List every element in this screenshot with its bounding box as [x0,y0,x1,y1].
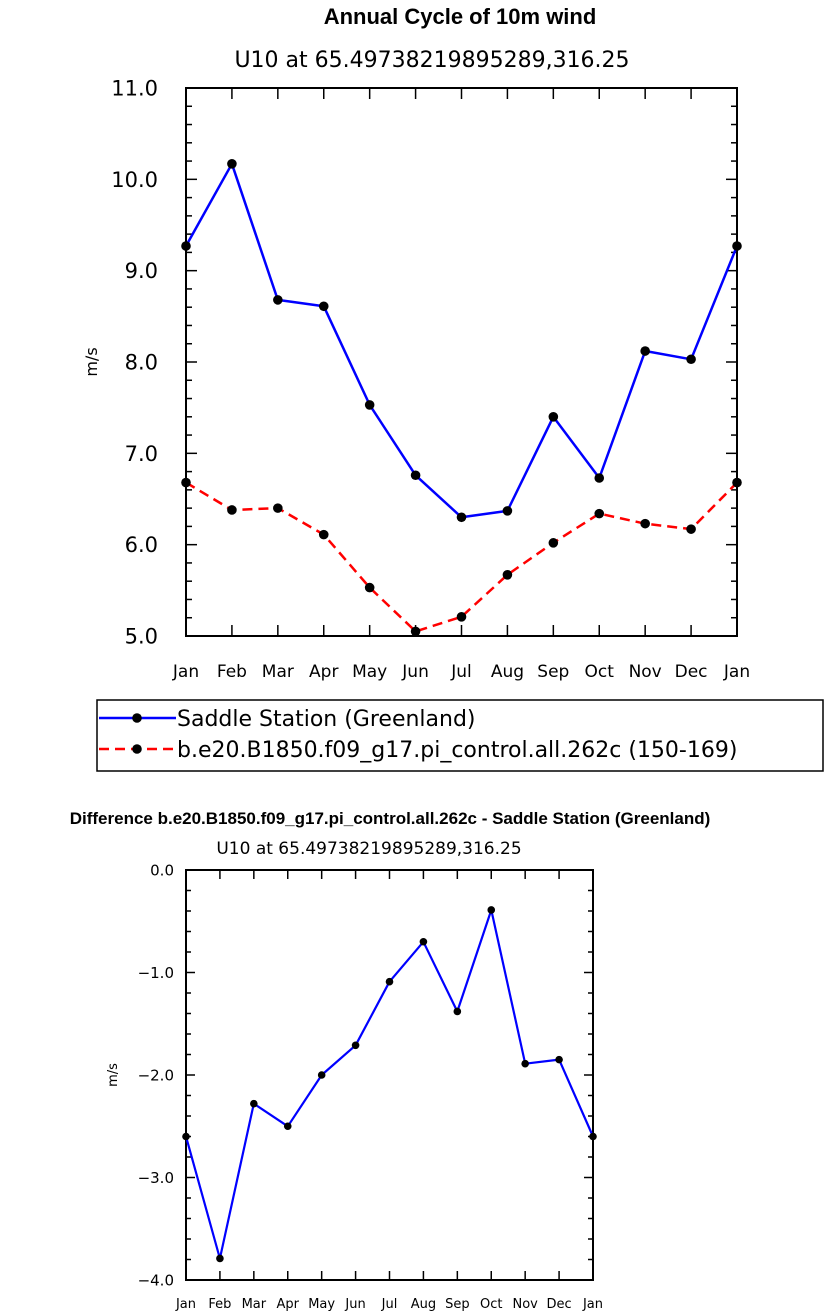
y-axis-label: m/s [82,347,101,376]
data-point [594,508,605,519]
legend-entry-1: b.e20.B1850.f09_g17.pi_control.all.262c … [177,738,737,763]
data-point [521,1059,529,1068]
data-point [273,295,283,305]
x-tick-label: Jan [723,662,750,682]
legend: Saddle Station (Greenland) b.e20.B1850.f0… [96,699,824,772]
x-tick-label: Mar [262,662,294,682]
data-point [686,524,696,534]
y-tick-label: 11.0 [111,77,158,101]
data-point [317,1071,326,1079]
difference-plot-area: −4.0 −3.0 −2.0 −1.0 0.0 Jan Feb Mar Apr May Jun Jul… [138,861,603,1312]
data-point [250,1099,258,1108]
chart-title: Annual Cycle of 10m wind [324,4,597,29]
data-point [732,241,742,251]
y-tick-label: −2.0 [138,1066,174,1084]
y-tick-label: −1.0 [138,964,174,982]
y-tick-label: 10.0 [111,168,158,192]
x-tick-label: Feb [217,662,247,682]
data-point [548,412,559,422]
legend-marker [132,744,142,754]
data-point [453,1007,462,1016]
data-point [732,477,742,488]
data-point [182,1132,190,1141]
data-point [181,477,191,488]
difference-chart-title: Difference b.e20.B1850.f09_g17.pi_contro… [70,809,711,828]
data-point [502,506,513,516]
x-tick-label: Dec [675,662,708,682]
difference-y-axis-label: m/s [106,1063,121,1087]
y-tick-label: 7.0 [125,442,158,466]
data-point [318,301,329,312]
x-tick-label: Aug [491,662,524,682]
x-tick-label: Sep [537,662,569,682]
x-tick-label: Jan [582,1297,603,1312]
data-point [273,503,283,513]
x-tick-label: Oct [480,1297,502,1312]
difference-chart-subtitle: U10 at 65.49738219895289,316.25 [216,839,521,859]
difference-chart: Difference b.e20.B1850.f09_g17.pi_contro… [70,809,711,1312]
x-tick-label: Jul [381,1297,398,1312]
series-line-0 [184,908,595,1260]
chart-subtitle: U10 at 65.49738219895289,316.25 [234,48,629,73]
x-tick-label: Nov [629,662,662,682]
data-point [456,612,467,622]
data-point [487,906,496,914]
data-point [502,570,513,580]
legend-entry-0: Saddle Station (Greenland) [177,707,476,732]
data-point [686,354,696,365]
x-tick-label: Jan [172,662,199,682]
data-point [548,538,559,548]
data-point [589,1132,597,1141]
y-tick-label: 0.0 [150,861,174,879]
x-tick-label: Feb [208,1297,231,1312]
legend-marker [132,713,142,723]
data-point [640,518,650,529]
y-tick-label: −3.0 [138,1169,174,1187]
x-tick-label: Apr [309,662,338,682]
y-tick-label: −4.0 [138,1271,174,1289]
data-point [555,1055,563,1064]
annual-cycle-chart: Annual Cycle of 10m wind U10 at 65.49738… [82,4,824,772]
x-tick-label: May [308,1297,335,1312]
x-tick-label: Dec [547,1297,572,1312]
x-tick-label: May [352,662,387,682]
data-point [216,1254,224,1263]
data-point [364,582,375,593]
series-line-0 [184,162,739,519]
data-point [385,977,394,986]
data-point [364,400,375,410]
x-tick-label: Oct [585,662,615,682]
data-point [227,505,237,515]
x-tick-label: Jan [175,1297,196,1312]
x-tick-label: Sep [445,1297,470,1312]
data-point [227,159,237,169]
x-tick-label: Aug [411,1297,436,1312]
series-line-1 [185,481,738,633]
data-point [640,346,650,356]
x-tick-label: Jun [401,662,429,682]
plot-frame [185,869,594,1281]
x-tick-label: Mar [242,1297,267,1312]
data-point [318,529,329,540]
data-point [351,1041,360,1050]
data-point [410,470,421,481]
data-point [594,473,605,483]
y-tick-label: 5.0 [125,625,158,649]
data-point [410,626,421,637]
x-tick-label: Jun [344,1297,365,1312]
x-tick-label: Nov [512,1297,538,1312]
plot-area: 5.0 6.0 7.0 8.0 9.0 10.0 11.0 Jan Feb Mar Apr May Ju… [111,77,750,682]
y-tick-label: 8.0 [125,351,158,375]
data-point [283,1122,292,1131]
legend-box [96,699,824,772]
x-tick-label: Jul [450,662,472,682]
y-tick-label: 6.0 [125,533,158,557]
data-point [419,937,428,946]
data-point [456,512,467,523]
x-tick-label: Apr [277,1297,300,1312]
data-point [181,241,191,251]
y-tick-label: 9.0 [125,259,158,283]
plot-frame [185,87,738,637]
